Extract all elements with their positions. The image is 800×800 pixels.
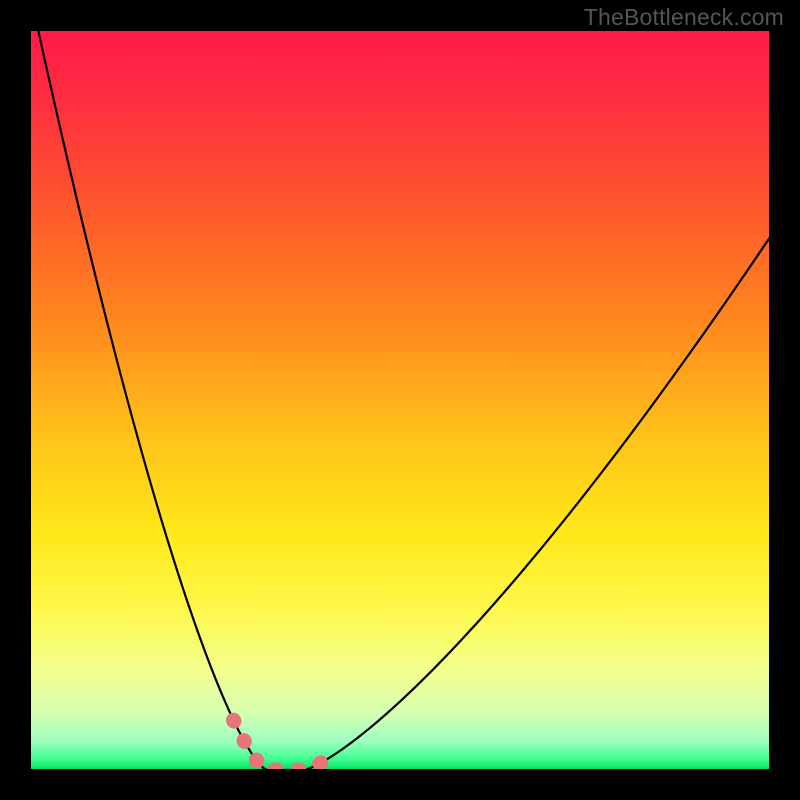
plot-background [30, 30, 770, 770]
watermark-text: TheBottleneck.com [584, 4, 784, 31]
chart-stage: TheBottleneck.com [0, 0, 800, 800]
bottleneck-chart [0, 0, 800, 800]
